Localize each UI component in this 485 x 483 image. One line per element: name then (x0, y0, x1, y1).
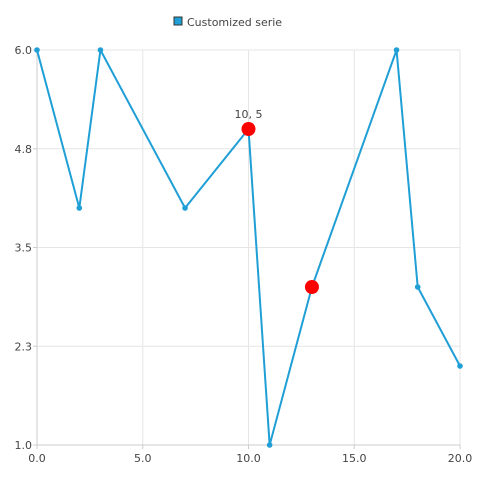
data-point[interactable] (97, 47, 104, 53)
series-line (36, 49, 461, 446)
x-tick-label: 15.0 (342, 452, 367, 465)
x-tick-label: 0.0 (28, 452, 46, 465)
highlight-layer: 10, 5 (235, 108, 319, 294)
legend[interactable]: Customized serie (173, 16, 282, 29)
axes (33, 49, 461, 449)
data-point[interactable] (457, 363, 463, 369)
x-tick-label: 20.0 (448, 452, 473, 465)
highlighted-point[interactable] (304, 280, 319, 294)
x-tick-label: 10.0 (236, 452, 261, 465)
data-point[interactable] (393, 47, 400, 53)
y-tick-label: 2.3 (15, 340, 33, 353)
highlighted-point[interactable] (241, 122, 256, 136)
y-tick-label: 4.8 (15, 143, 33, 156)
y-tick-label: 3.5 (15, 242, 33, 255)
legend-swatch (173, 16, 183, 26)
y-tick-label: 1.0 (15, 439, 33, 452)
data-point[interactable] (182, 205, 188, 211)
data-point[interactable] (76, 205, 83, 211)
data-point[interactable] (414, 284, 421, 290)
x-tick-labels: 0.0 5.0 10.0 15.0 20.0 (28, 452, 472, 465)
x-tick-label: 5.0 (134, 452, 152, 465)
legend-label: Customized serie (187, 16, 282, 29)
data-label: 10, 5 (235, 108, 263, 121)
y-tick-label: 6.0 (15, 44, 33, 57)
data-point[interactable] (34, 47, 40, 53)
y-tick-labels: 1.0 2.3 3.5 4.8 6.0 (15, 44, 33, 452)
data-point[interactable] (266, 442, 273, 448)
